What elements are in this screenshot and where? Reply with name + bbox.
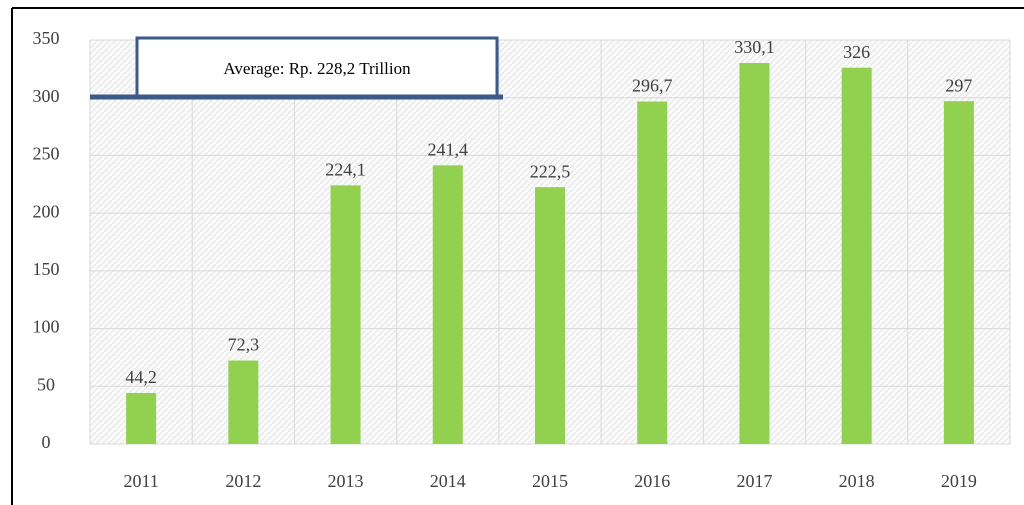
data-label: 326 xyxy=(843,42,870,62)
bar xyxy=(330,185,361,444)
data-label: 241,4 xyxy=(428,139,469,159)
data-label: 224,1 xyxy=(325,159,366,179)
bar xyxy=(432,165,463,445)
x-tick-label: 2012 xyxy=(225,471,261,491)
bar xyxy=(535,187,565,444)
y-tick-label: 50 xyxy=(37,374,55,394)
y-tick-label: 150 xyxy=(33,259,60,279)
data-label: 222,5 xyxy=(530,161,571,181)
annotation-box xyxy=(135,36,499,99)
x-tick-label: 2014 xyxy=(430,471,466,491)
y-tick-label: 350 xyxy=(33,28,60,48)
x-tick-label: 2011 xyxy=(123,471,158,491)
bar xyxy=(841,67,872,445)
y-tick-label: 0 xyxy=(42,432,51,452)
bar xyxy=(126,392,157,444)
bar xyxy=(637,101,668,444)
y-tick-label: 250 xyxy=(33,144,60,164)
x-tick-label: 2013 xyxy=(328,471,364,491)
bar xyxy=(943,101,974,445)
y-tick-label: 200 xyxy=(33,201,60,221)
data-label: 297 xyxy=(945,75,972,95)
y-tick-label: 300 xyxy=(33,86,60,106)
data-label: 72,3 xyxy=(228,335,260,355)
data-label: 330,1 xyxy=(734,37,775,57)
x-tick-label: 2017 xyxy=(736,471,772,491)
data-label: 44,2 xyxy=(125,367,157,387)
bar xyxy=(228,360,259,444)
annotation: Average: Rp. 228,2 Trillion xyxy=(223,59,411,78)
x-tick-label: 2015 xyxy=(532,471,568,491)
data-label: 296,7 xyxy=(632,76,673,96)
y-tick-label: 100 xyxy=(33,317,60,337)
x-tick-label: 2019 xyxy=(941,471,977,491)
x-tick-label: 2018 xyxy=(839,471,875,491)
x-tick-label: 2016 xyxy=(634,471,670,491)
bar xyxy=(739,62,770,445)
